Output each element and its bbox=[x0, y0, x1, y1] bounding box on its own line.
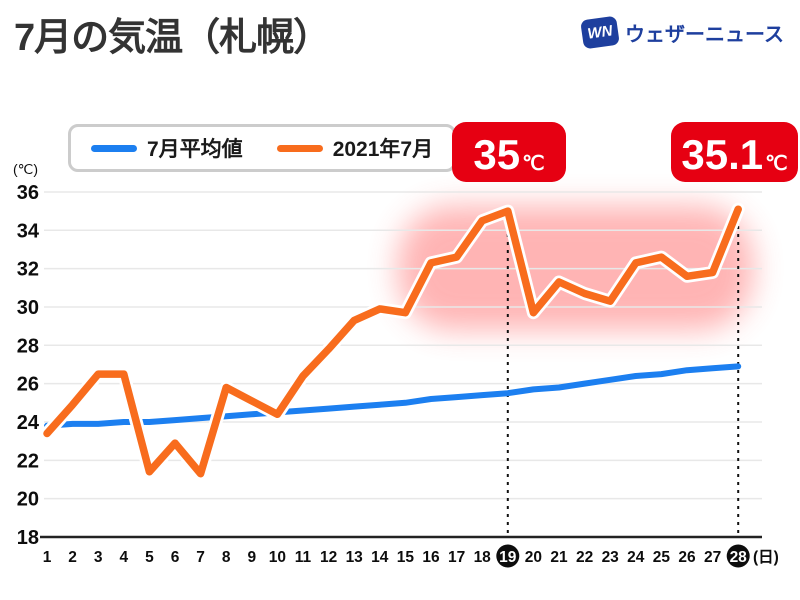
y-axis-label: 30 bbox=[17, 297, 39, 319]
y-axis-label: 20 bbox=[17, 489, 39, 511]
x-axis-label-day-20: 20 bbox=[525, 549, 542, 566]
badge-unit-day19: ℃ bbox=[522, 153, 545, 175]
peak-badge-day28: 35.1 ℃ bbox=[671, 122, 798, 195]
x-axis-label-day-5: 5 bbox=[145, 549, 154, 566]
x-axis-label-day-11: 11 bbox=[295, 549, 312, 566]
brand-logo: WN ウェザーニュース bbox=[580, 15, 784, 50]
badge-value-day19: 35 bbox=[473, 131, 521, 179]
y-axis-label: 18 bbox=[17, 527, 39, 549]
y-axis-label: 32 bbox=[17, 259, 39, 281]
x-axis-label-day-7: 7 bbox=[196, 549, 205, 566]
legend-item-average: 7月平均値 bbox=[91, 133, 243, 163]
y-axis-label: 28 bbox=[17, 335, 39, 357]
x-axis-label-day-13: 13 bbox=[346, 549, 364, 566]
y-axis-label: 26 bbox=[17, 374, 39, 396]
legend-item-2021: 2021年7月 bbox=[276, 133, 434, 163]
x-axis-label-day-16: 16 bbox=[422, 549, 440, 566]
y-axis-label: 34 bbox=[17, 220, 40, 242]
x-axis-label-day-21: 21 bbox=[550, 549, 568, 566]
average-line bbox=[44, 363, 742, 429]
chart-legend: 7月平均値 2021年7月 bbox=[68, 124, 457, 172]
x-axis-label-day-4: 4 bbox=[119, 549, 128, 566]
y-axis-label: 36 bbox=[17, 182, 39, 204]
x-axis-label-day-28: 28 bbox=[730, 549, 748, 566]
x-axis-label-day-22: 22 bbox=[576, 549, 593, 566]
x-axis-label-day-25: 25 bbox=[653, 549, 671, 566]
x-axis-label-day-3: 3 bbox=[94, 549, 103, 566]
x-axis-label-day-9: 9 bbox=[247, 549, 256, 566]
temperature-line-2021 bbox=[43, 205, 742, 478]
x-axis-label-day-23: 23 bbox=[602, 549, 620, 566]
legend-label-2021: 2021年7月 bbox=[332, 138, 434, 161]
x-axis-label-day-18: 18 bbox=[474, 549, 492, 566]
day-28-marker-circle bbox=[726, 544, 750, 568]
x-axis-label-day-12: 12 bbox=[320, 549, 337, 566]
x-axis-label-day-1: 1 bbox=[43, 549, 52, 566]
y-axis-unit: (℃) bbox=[13, 161, 38, 177]
x-axis-label-day-17: 17 bbox=[448, 549, 465, 566]
x-axis-label-day-15: 15 bbox=[397, 549, 415, 566]
x-axis-label-day-19: 19 bbox=[499, 549, 517, 566]
page-title: 7月の気温（札幌） bbox=[14, 17, 331, 59]
badge-value-day28: 35.1 bbox=[681, 131, 764, 179]
x-axis-unit: (日) bbox=[753, 548, 779, 566]
y-axis-label: 24 bbox=[17, 412, 40, 434]
y-axis-label: 22 bbox=[17, 450, 39, 472]
day-19-marker-circle bbox=[496, 544, 520, 568]
x-axis-label-day-2: 2 bbox=[68, 549, 77, 566]
average-line-swatch bbox=[91, 144, 137, 152]
x-axis-label-day-24: 24 bbox=[627, 549, 645, 566]
x-axis-label-day-10: 10 bbox=[269, 549, 286, 566]
line-2021-swatch bbox=[276, 144, 323, 152]
x-axis-label-day-27: 27 bbox=[704, 549, 721, 566]
badge-unit-day28: ℃ bbox=[765, 153, 788, 175]
line-2021-casing bbox=[40, 202, 745, 481]
peak-badge-day19: 35 ℃ bbox=[452, 122, 566, 195]
x-axis-label-day-14: 14 bbox=[371, 549, 389, 566]
legend-label-average: 7月平均値 bbox=[147, 138, 243, 161]
x-axis-label-day-8: 8 bbox=[222, 549, 231, 566]
x-axis-label-day-6: 6 bbox=[171, 549, 180, 566]
x-axis-label-day-26: 26 bbox=[678, 549, 696, 566]
brand-name: ウェザーニュース bbox=[625, 24, 784, 46]
